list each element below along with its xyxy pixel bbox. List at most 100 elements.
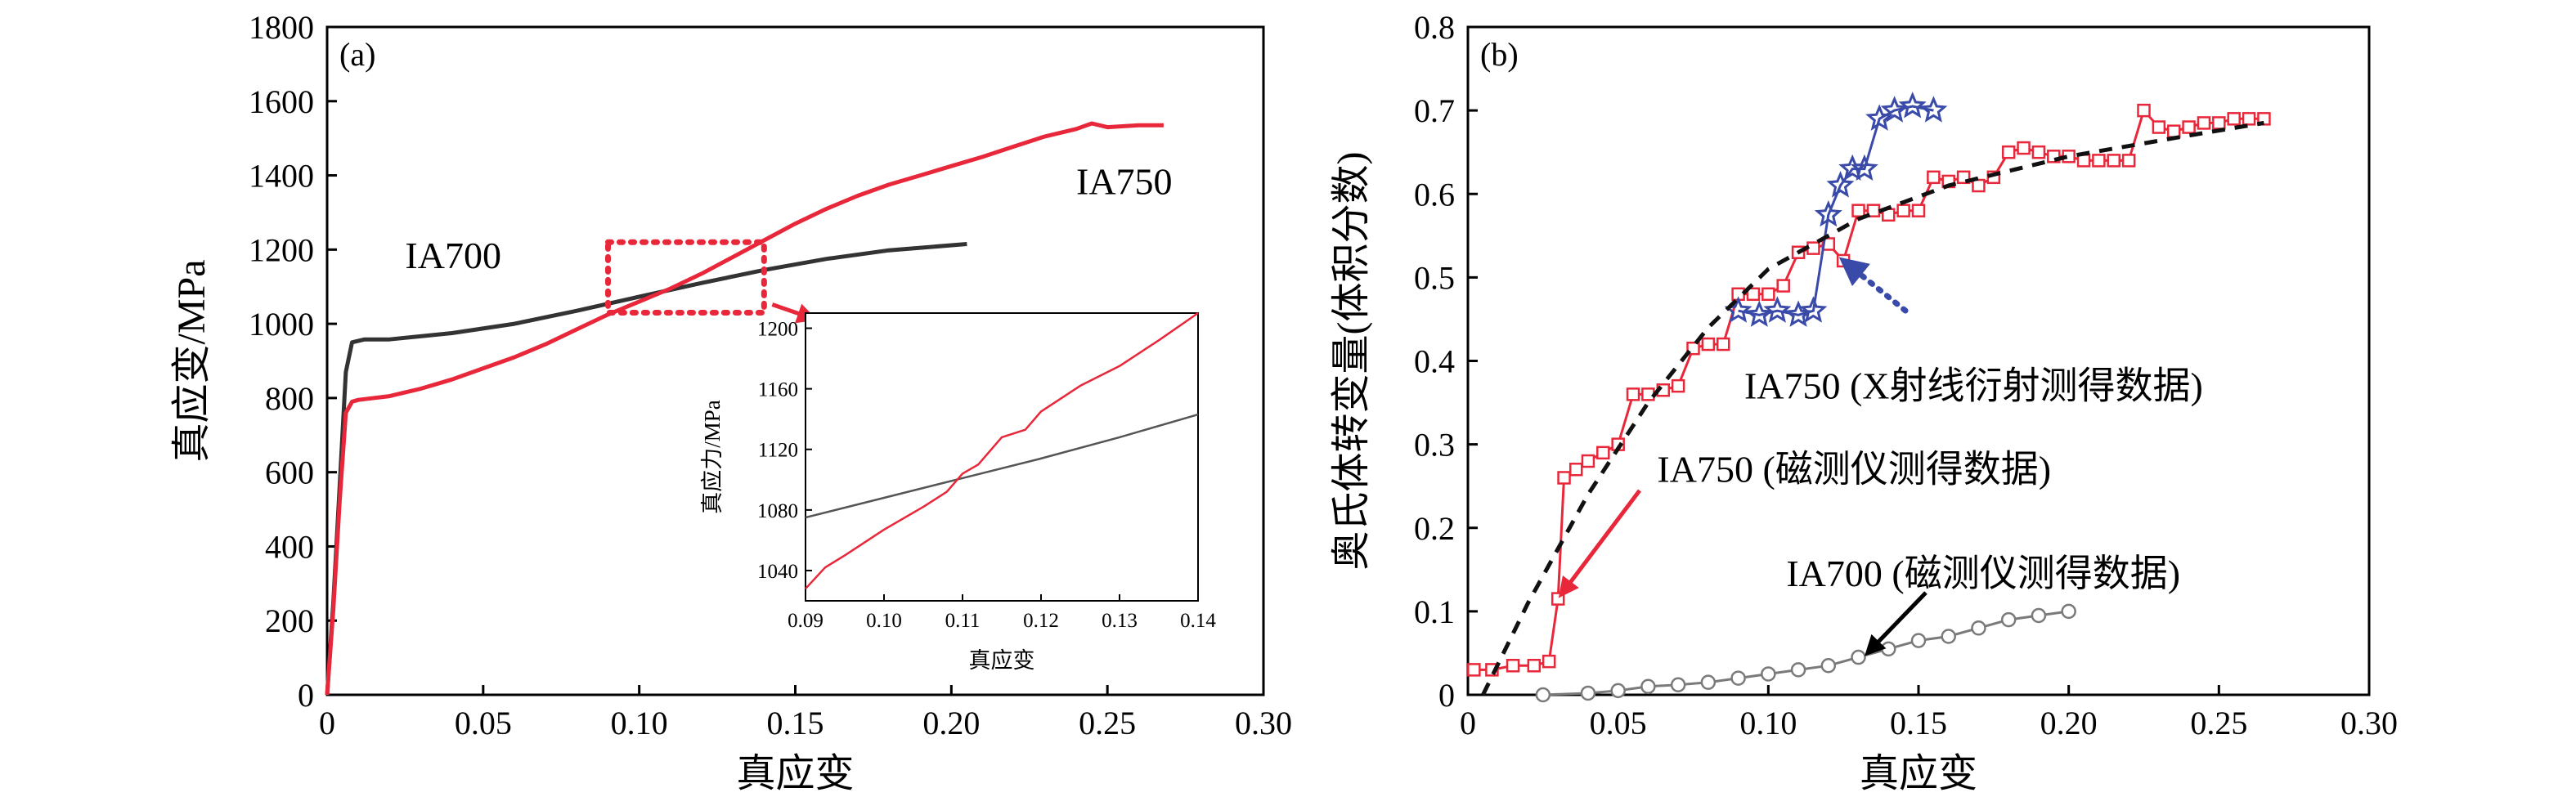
star-marker (1799, 296, 1828, 323)
a-x-tick-label: 0.10 (611, 705, 668, 741)
panel-b: 0 0.05 0.10 0.15 0.20 0.25 0.30 0 0.1 0.2 0.3 0.4 0.… (1330, 9, 2398, 795)
b-y-tick-label: 0.6 (1414, 176, 1455, 213)
b-annotation-arrow (1838, 257, 1909, 314)
circle-marker (1941, 629, 1956, 644)
star-marker (1826, 171, 1855, 198)
circle-marker (1761, 666, 1776, 682)
b-annotation-arrow (1558, 489, 1641, 598)
square-marker (1972, 178, 1986, 193)
a-y-tick-label: 400 (265, 528, 314, 565)
circle-marker (1610, 683, 1626, 699)
circle-marker (1535, 687, 1551, 703)
square-marker (2031, 145, 2046, 159)
circle-marker (1640, 678, 1656, 695)
square-marker (2121, 154, 2136, 168)
fit-trend-line (1481, 120, 2264, 696)
square-marker (2227, 112, 2241, 126)
square-marker (2197, 116, 2211, 130)
inset-x-tick-label: 0.09 (788, 610, 824, 632)
square-marker (1596, 446, 1610, 460)
inset-x-axis-title: 真应变 (969, 648, 1035, 673)
circle-marker (1670, 677, 1686, 692)
inset-y-tick-label: 1040 (757, 561, 798, 583)
a-y-tick-label: 600 (265, 454, 314, 491)
circle-marker (1881, 641, 1896, 657)
square-marker (1896, 204, 1910, 217)
inset-x-tick-label: 0.11 (945, 610, 981, 632)
square-marker (1927, 170, 1941, 185)
b-x-tick-label: 0.25 (2190, 705, 2247, 741)
b-y-tick-label: 0.3 (1414, 427, 1455, 463)
inset-series-line-ia700 (805, 413, 1199, 519)
square-marker (2212, 116, 2226, 130)
b-x-tick-label: 0.05 (1590, 705, 1647, 741)
a-y-tick-label: 800 (265, 380, 314, 417)
square-marker (1716, 337, 1730, 352)
b-y-tick-label: 0.2 (1414, 510, 1455, 547)
circle-marker (2031, 607, 2047, 624)
square-marker (2166, 124, 2181, 138)
inset-y-tick-label: 1120 (758, 440, 798, 462)
square-marker (1746, 287, 1761, 302)
circle-marker (1910, 633, 1927, 648)
panel-b-label: (b) (1480, 36, 1519, 73)
b-plot-frame (1466, 25, 2371, 696)
star-marker (1745, 300, 1774, 327)
inset-x-tick-label: 0.12 (1023, 610, 1059, 632)
square-marker (2242, 112, 2256, 126)
inset-x-tick-label: 0.13 (1102, 610, 1138, 632)
square-marker (2001, 145, 2016, 159)
circle-marker (1790, 662, 1806, 678)
a-series-label: IA750 (1076, 160, 1173, 202)
square-marker (2152, 120, 2166, 134)
star-marker (1898, 92, 1927, 119)
square-marker (1506, 659, 1520, 673)
b-x-axis-title: 真应变 (1860, 752, 1977, 795)
a-y-tick-label: 1400 (249, 158, 314, 195)
square-marker (1641, 387, 1655, 401)
circle-marker (1700, 674, 1717, 690)
a-y-axis-title: 真应变/MPa (170, 259, 213, 462)
square-marker (1671, 378, 1685, 393)
b-y-tick-label: 0 (1438, 677, 1455, 714)
star-marker (1763, 296, 1792, 323)
circle-marker (1580, 685, 1596, 701)
b-x-tick-label: 0.15 (1890, 705, 1947, 741)
a-x-axis-title: 真应变 (736, 752, 854, 795)
square-marker (1686, 341, 1700, 356)
panel-a-label: (a) (339, 36, 375, 73)
square-marker (2107, 154, 2121, 168)
inset-plot: 0.09 0.10 0.11 0.12 0.13 0.14 1040 1080 1120 1160… (700, 311, 1216, 673)
square-marker (1761, 287, 1775, 302)
b-y-tick-label: 0.8 (1414, 9, 1455, 46)
circle-marker (1730, 670, 1746, 686)
b-annotation-arrow (1865, 591, 1928, 656)
inset-plot-frame (805, 312, 1199, 602)
series-connector-line (1738, 105, 1934, 316)
b-y-tick-label: 0.1 (1414, 593, 1455, 630)
inset-y-axis-title: 真应力/MPa (700, 400, 725, 514)
circle-marker (2061, 603, 2076, 620)
square-marker (1527, 659, 1542, 673)
b-series-annotation: IA750 (磁测仪测得数据) (1657, 449, 2051, 490)
b-series-annotation: IA700 (磁测仪测得数据) (1786, 553, 2180, 594)
square-marker (1626, 387, 1640, 401)
a-y-tick-label: 200 (265, 602, 314, 639)
square-marker (1581, 454, 1595, 468)
square-marker (1467, 663, 1481, 677)
square-marker (1701, 337, 1716, 352)
b-y-axis-title: 奥氏体转变量(体积分数) (1330, 152, 1373, 571)
a-series-label: IA700 (405, 235, 501, 276)
b-y-tick-label: 0.5 (1414, 259, 1455, 296)
square-marker (1911, 204, 1926, 217)
b-series-1 (1724, 92, 1948, 327)
b-x-tick-label: 0.30 (2340, 705, 2398, 741)
inset-y-tick-label: 1200 (757, 319, 798, 341)
circle-marker (1971, 620, 1986, 636)
b-x-tick-label: 0.20 (2040, 705, 2098, 741)
square-marker (1851, 204, 1865, 217)
b-y-tick-label: 0.7 (1414, 92, 1455, 129)
b-series-3 (1481, 120, 2264, 696)
b-x-tick-label: 0.10 (1739, 705, 1797, 741)
circle-marker (2000, 611, 2017, 628)
